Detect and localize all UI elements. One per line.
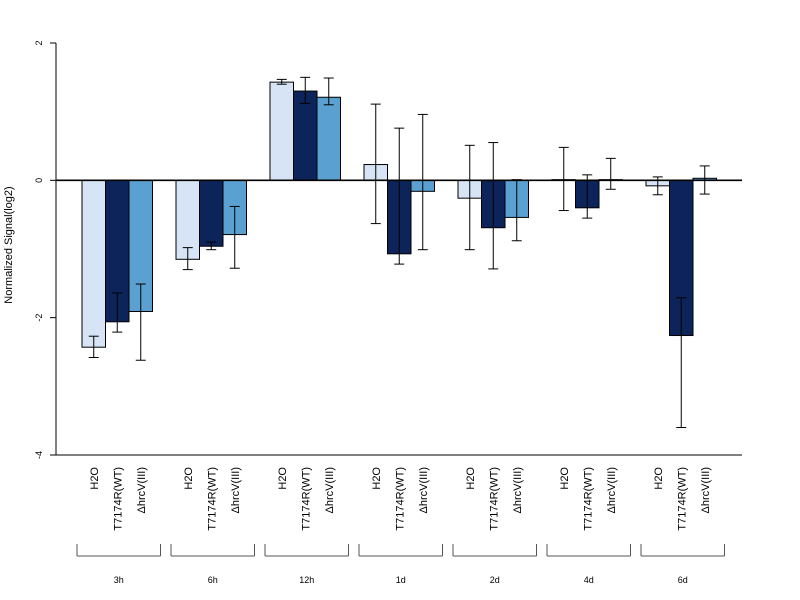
bar xyxy=(199,179,224,247)
x-tick-label: T7174R(WT) xyxy=(112,467,124,531)
group-label: 6d xyxy=(678,575,688,585)
group-label: 4d xyxy=(584,575,594,585)
group-label: 6h xyxy=(208,575,218,585)
y-tick-label: 0 xyxy=(34,178,44,183)
x-tick-label: T7174R(WT) xyxy=(488,467,500,531)
plot-area: 2 0 -2 -4 H2O T7174R(WT) ΔhrcV(III) 3h H2O T7174R… xyxy=(34,40,742,585)
x-tick-label: ΔhrcV(III) xyxy=(700,467,712,513)
x-tick-label: H2O xyxy=(277,467,289,490)
x-tick-label: ΔhrcV(III) xyxy=(606,467,618,513)
y-tick-label: -2 xyxy=(34,314,44,322)
y-tick-label: -4 xyxy=(34,451,44,459)
x-tick-label: ΔhrcV(III) xyxy=(324,467,336,513)
bar xyxy=(316,96,341,181)
x-tick-label: T7174R(WT) xyxy=(582,467,594,531)
x-tick-label: H2O xyxy=(653,467,665,490)
x-tick-label: H2O xyxy=(559,467,571,490)
x-tick-label: T7174R(WT) xyxy=(300,467,312,531)
group-label: 3h xyxy=(114,575,124,585)
x-tick-label: T7174R(WT) xyxy=(394,467,406,531)
y-axis-label: Normalized Signal(log2) xyxy=(3,186,15,303)
group-label: 1d xyxy=(396,575,406,585)
bar xyxy=(293,90,318,181)
y-tick-label: 2 xyxy=(34,40,44,45)
bar xyxy=(269,81,294,181)
x-tick-label: H2O xyxy=(89,467,101,490)
x-tick-label: ΔhrcV(III) xyxy=(136,467,148,513)
bar xyxy=(81,179,106,348)
x-tick-label: T7174R(WT) xyxy=(206,467,218,531)
x-tick-label: H2O xyxy=(183,467,195,490)
x-tick-label: ΔhrcV(III) xyxy=(512,467,524,513)
x-tick-label: ΔhrcV(III) xyxy=(230,467,242,513)
x-tick-label: T7174R(WT) xyxy=(676,467,688,531)
group-label: 12h xyxy=(299,575,314,585)
group-label: 2d xyxy=(490,575,500,585)
x-tick-label: H2O xyxy=(465,467,477,490)
x-tick-label: H2O xyxy=(371,467,383,490)
x-tick-label: ΔhrcV(III) xyxy=(418,467,430,513)
